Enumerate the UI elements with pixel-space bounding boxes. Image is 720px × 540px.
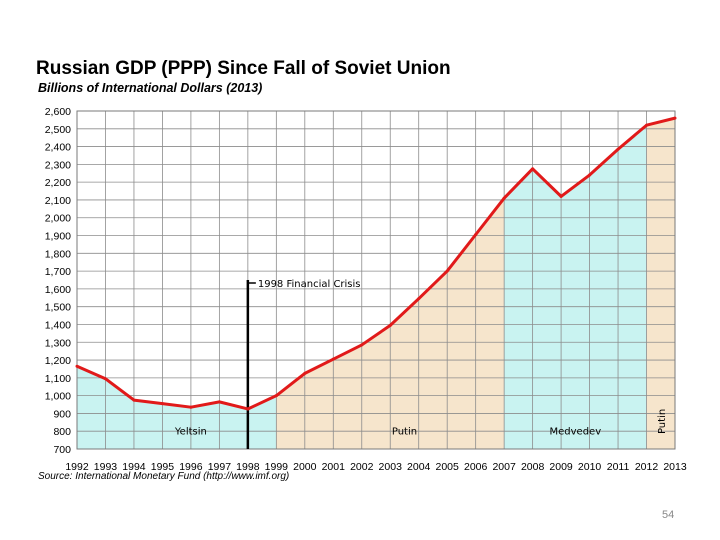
gdp-point (588, 173, 592, 177)
y-tick-label: 1,000 (45, 391, 71, 403)
chart-title: Russian GDP (PPP) Since Fall of Soviet U… (36, 58, 451, 79)
x-tick-label: 2004 (407, 461, 431, 473)
y-tick-label: 1,600 (45, 284, 71, 296)
x-tick-label: 1994 (122, 461, 146, 473)
x-tick-label: 1999 (265, 461, 289, 473)
gdp-point (645, 123, 649, 127)
y-tick-label: 900 (53, 408, 71, 420)
x-tick-label: 2011 (607, 461, 630, 473)
gdp-point (217, 400, 221, 404)
y-tick-label: 2,400 (45, 142, 71, 154)
gridlines (76, 110, 676, 450)
x-tick-label: 2008 (521, 461, 545, 473)
gdp-point (246, 407, 250, 411)
x-tick-label: 2012 (635, 461, 659, 473)
y-tick-label: 1,500 (45, 302, 71, 314)
x-tick-label: 1996 (179, 461, 203, 473)
y-tick-label: 700 (53, 444, 71, 456)
gdp-point (331, 357, 335, 361)
x-tick-label: 1992 (65, 461, 89, 473)
x-tick-label: 2009 (549, 461, 573, 473)
region-yeltsin (77, 366, 277, 449)
y-axis-ticks: 700 800 900 1,000 1,100 1,200 1,300 1,400 1,500 1… (45, 106, 71, 456)
x-axis-ticks: 1992 1993 1994 1995 1996 1997 1998 1999 2000 2001… (65, 461, 687, 473)
region-label-medvedev: Medvedev (550, 426, 602, 437)
x-tick-label: 2007 (492, 461, 516, 473)
y-tick-label: 2,300 (45, 159, 71, 171)
gdp-point (303, 371, 307, 375)
gdp-point (360, 343, 364, 347)
gdp-point (559, 194, 563, 198)
gdp-point (502, 196, 506, 200)
y-tick-label: 2,100 (45, 195, 71, 207)
gdp-point (417, 297, 421, 301)
chart-subtitle: Billions of International Dollars (2013) (38, 81, 263, 95)
x-tick-label: 1998 (236, 461, 260, 473)
gdp-line (76, 116, 676, 411)
gdp-point (474, 233, 478, 237)
gdp-point (132, 398, 136, 402)
gdp-point (616, 147, 620, 151)
gdp-point (75, 364, 79, 368)
y-tick-label: 1,700 (45, 266, 71, 278)
plot-border (76, 110, 676, 450)
y-tick-label: 1,900 (45, 231, 71, 243)
y-tick-label: 1,300 (45, 337, 71, 349)
x-tick-label: 2010 (578, 461, 602, 473)
x-tick-label: 2001 (322, 461, 346, 473)
gdp-points (75, 116, 677, 411)
x-tick-label: 1993 (94, 461, 118, 473)
gdp-point (274, 394, 278, 398)
gdp-point (103, 377, 107, 381)
y-tick-label: 1,400 (45, 319, 71, 331)
source-note: Source: International Monetary Fund (htt… (38, 471, 290, 482)
x-tick-label: 2005 (436, 461, 460, 473)
region-medvedev (504, 125, 647, 450)
crisis-annotation-label: 1998 Financial Crisis (258, 279, 361, 290)
x-tick-label: 1997 (208, 461, 232, 473)
gdp-point (445, 269, 449, 273)
y-tick-label: 2,000 (45, 213, 71, 225)
gdp-point (160, 402, 164, 406)
page-number: 54 (662, 509, 675, 521)
y-tick-label: 1,200 (45, 355, 71, 367)
y-tick-label: 800 (53, 426, 71, 438)
x-tick-label: 2003 (379, 461, 403, 473)
x-tick-label: 2013 (663, 461, 687, 473)
region-label-putin: Putin (392, 426, 417, 437)
gdp-point (531, 167, 535, 171)
region-label-putin-2: Putin (657, 409, 668, 434)
x-tick-label: 2006 (464, 461, 488, 473)
region-putin-2 (646, 118, 675, 450)
y-tick-label: 2,200 (45, 177, 71, 189)
x-tick-label: 1995 (151, 461, 175, 473)
gdp-point (388, 323, 392, 327)
gdp-point (673, 116, 677, 120)
x-tick-label: 2002 (350, 461, 374, 473)
x-tick-label: 2000 (293, 461, 317, 473)
y-tick-label: 1,800 (45, 248, 71, 260)
region-label-yeltsin: Yeltsin (174, 426, 207, 437)
gdp-point (189, 405, 193, 409)
y-tick-label: 2,600 (45, 106, 71, 118)
y-tick-label: 2,500 (45, 124, 71, 136)
y-tick-label: 1,100 (45, 373, 71, 385)
